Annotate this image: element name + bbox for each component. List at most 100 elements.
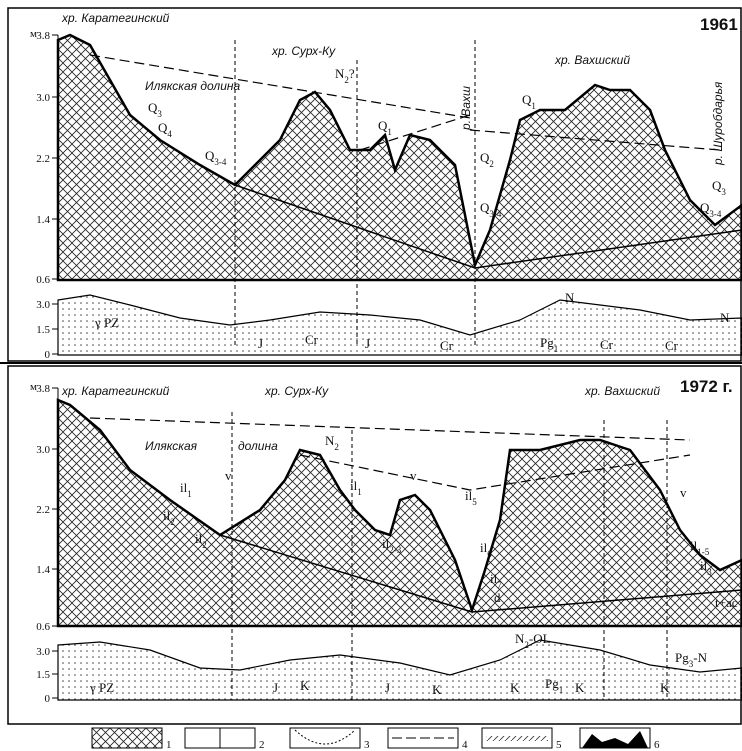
annotation: J [273, 680, 278, 695]
annotation: хр. Сурх-Ку [271, 44, 336, 58]
label-text: J [258, 336, 263, 351]
annotation: хр. Каратегинский [61, 384, 170, 398]
annotation: il5 [465, 488, 477, 507]
annotation: Q3-4 [205, 148, 227, 167]
label-text: K [432, 682, 442, 697]
annotation: Илякская [145, 439, 198, 453]
annotation: хр. Вахшский [584, 384, 660, 398]
annotation: J [385, 680, 390, 695]
legend-number: 4 [462, 739, 468, 751]
legend-swatch [290, 728, 360, 748]
label-text: Cr [600, 337, 614, 352]
annotation: Cr [440, 338, 454, 353]
annotation: Pg3-N [675, 650, 708, 669]
legend-item: 1 [92, 728, 172, 751]
annotation: il6 [480, 540, 492, 559]
label-suffix: ? [349, 66, 355, 81]
legend-swatch [92, 728, 162, 748]
legend-number: 5 [556, 739, 562, 751]
annotation: Илякская долина [145, 79, 240, 93]
legend-item: 3 [290, 728, 370, 751]
label-text: γ PZ [94, 315, 119, 330]
label-text: Pg [545, 676, 559, 691]
label-subscript: 3 [157, 109, 162, 119]
annotation: р. Вахш [459, 86, 473, 131]
annotation: v [410, 468, 417, 483]
label-text: Pg [675, 650, 689, 665]
annotation: хр. Сурх-Ку [264, 384, 329, 398]
label-text: хр. Каратегинский [61, 11, 170, 25]
annotation: K [432, 682, 442, 697]
label-text: хр. Каратегинский [61, 384, 170, 398]
legend-swatch [582, 731, 648, 748]
label-text: Илякская долина [145, 79, 240, 93]
legend-item: 4 [388, 728, 468, 751]
label-text: J [385, 680, 390, 695]
label-subscript: 3 [707, 567, 712, 577]
label-text: Pg [540, 335, 554, 350]
y-tick-label: 1.4 [36, 564, 50, 576]
label-text: хр. Вахшский [584, 384, 660, 398]
annotation: K [300, 678, 310, 693]
annotation: Cr [600, 337, 614, 352]
y-tick-label: 0 [45, 349, 51, 361]
annotation: γ PZ [94, 315, 119, 330]
annotation: v [680, 485, 687, 500]
label-text: долина [238, 439, 278, 453]
annotation: р. Шуробдарья [711, 81, 725, 166]
annotation: Q3 [148, 100, 162, 119]
annotation: K [575, 680, 585, 695]
annotation: хр. Каратегинский [61, 11, 170, 25]
label-subscript: 7 [497, 580, 502, 590]
label-text: K [300, 678, 310, 693]
legend-item: 6 [580, 728, 660, 751]
label-subscript: 1 [559, 685, 564, 695]
annotation: d [494, 590, 501, 605]
legend-swatch [295, 730, 355, 744]
annotation: N2? [335, 66, 355, 85]
label-text: v [680, 485, 687, 500]
annotation: il1 [180, 480, 192, 499]
annotation: Q3 [712, 178, 726, 197]
label-text: р. Вахш [459, 86, 473, 131]
year-label: 1961 г. [700, 15, 742, 34]
legend-item: 5 [482, 728, 562, 751]
label-text: р. Шуробдарья [711, 81, 725, 166]
label-text: J [273, 680, 278, 695]
legend-item: 2 [185, 728, 265, 751]
strata [58, 640, 742, 700]
label-subscript: 3-4 [489, 209, 501, 219]
strata [58, 295, 742, 355]
y-tick-label: 1.4 [36, 214, 50, 226]
annotation: долина [238, 439, 278, 453]
label-subscript: 1 [531, 101, 536, 111]
label-subscript: 1 [554, 344, 559, 354]
label-subscript: 2 [202, 540, 207, 550]
label-text: Cr [305, 332, 319, 347]
label-text: хр. Сурх-Ку [264, 384, 329, 398]
annotation: хр. Вахшский [554, 53, 630, 67]
y-tick-label: 0.6 [36, 621, 50, 633]
annotation: J [258, 336, 263, 351]
annotation: K [510, 680, 520, 695]
y-tick-label: 1.5 [36, 669, 50, 681]
label-text: Cr [665, 338, 679, 353]
label-text: N [720, 310, 730, 325]
label-subscript: 2 [334, 442, 339, 452]
label-subscript: 1 [387, 127, 392, 137]
legend-number: 6 [654, 739, 660, 751]
annotation: J [365, 336, 370, 351]
y-tick-label: 3.8 [36, 30, 50, 42]
label-subscript: 2 [489, 159, 494, 169]
label-text: Cr [440, 338, 454, 353]
label-text: v [225, 468, 232, 483]
annotation: Cr [665, 338, 679, 353]
figure: 1961 г.м3.83.02.21.40.63.01.50хр. Карате… [0, 0, 742, 751]
label-text: K [575, 680, 585, 695]
label-text: N [565, 290, 575, 305]
label-subscript: 1 [187, 489, 192, 499]
y-tick-label: 3.0 [36, 299, 50, 311]
annotation: Q4 [158, 120, 172, 139]
annotation: N [565, 290, 575, 305]
label-suffix: -N [693, 650, 707, 665]
